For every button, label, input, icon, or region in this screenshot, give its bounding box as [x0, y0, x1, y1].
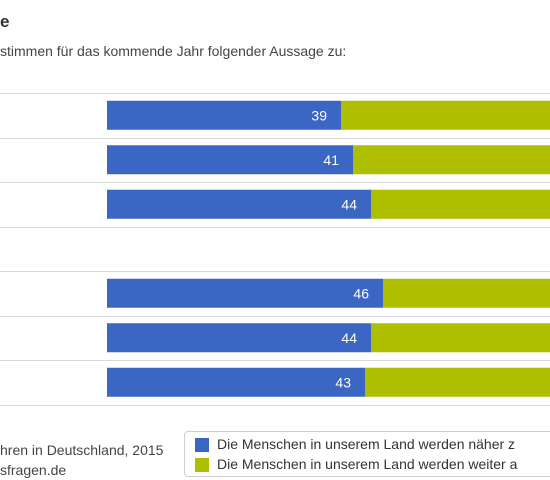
data-label: 41 — [323, 152, 339, 168]
data-label: 44 — [341, 330, 357, 346]
data-label: 44 — [341, 196, 357, 212]
bar-segment-series-a — [107, 145, 353, 175]
legend-label-series-a: Die Menschen in unserem Land werden nähe… — [217, 436, 516, 452]
source-line-2: sfragen.de — [0, 462, 67, 478]
data-label: 46 — [353, 285, 369, 301]
source-line-1: hren in Deutschland, 2015 — [0, 442, 164, 458]
data-label: 43 — [335, 374, 351, 390]
bar-segment-series-a — [107, 100, 341, 130]
bar-segment-series-b — [341, 100, 550, 130]
chart-legend: Die Menschen in unserem Land werden nähe… — [184, 431, 550, 477]
legend-swatch-series-a — [195, 438, 209, 452]
bar-chart: 39 41 44 46 44 43 — [0, 93, 550, 406]
legend-swatch-series-b — [195, 458, 209, 472]
bar-segment-series-b — [371, 189, 550, 219]
legend-label-series-b: Die Menschen in unserem Land werden weit… — [217, 456, 518, 472]
bar-segment-series-b — [365, 367, 550, 397]
bar-segment-series-b — [371, 323, 550, 353]
bar-segment-series-b — [383, 278, 550, 308]
bar-segment-series-a — [107, 367, 365, 397]
chart-subtitle: stimmen für das kommende Jahr folgender … — [0, 43, 347, 59]
chart-title: e — [0, 12, 10, 31]
bar-segment-series-a — [107, 323, 371, 353]
bar-segment-series-a — [107, 189, 371, 219]
source-note: hren in Deutschland, 2015 sfragen.de — [0, 440, 163, 480]
data-label: 39 — [311, 107, 327, 123]
bar-segment-series-a — [107, 278, 383, 308]
bar-segment-series-b — [353, 145, 550, 175]
